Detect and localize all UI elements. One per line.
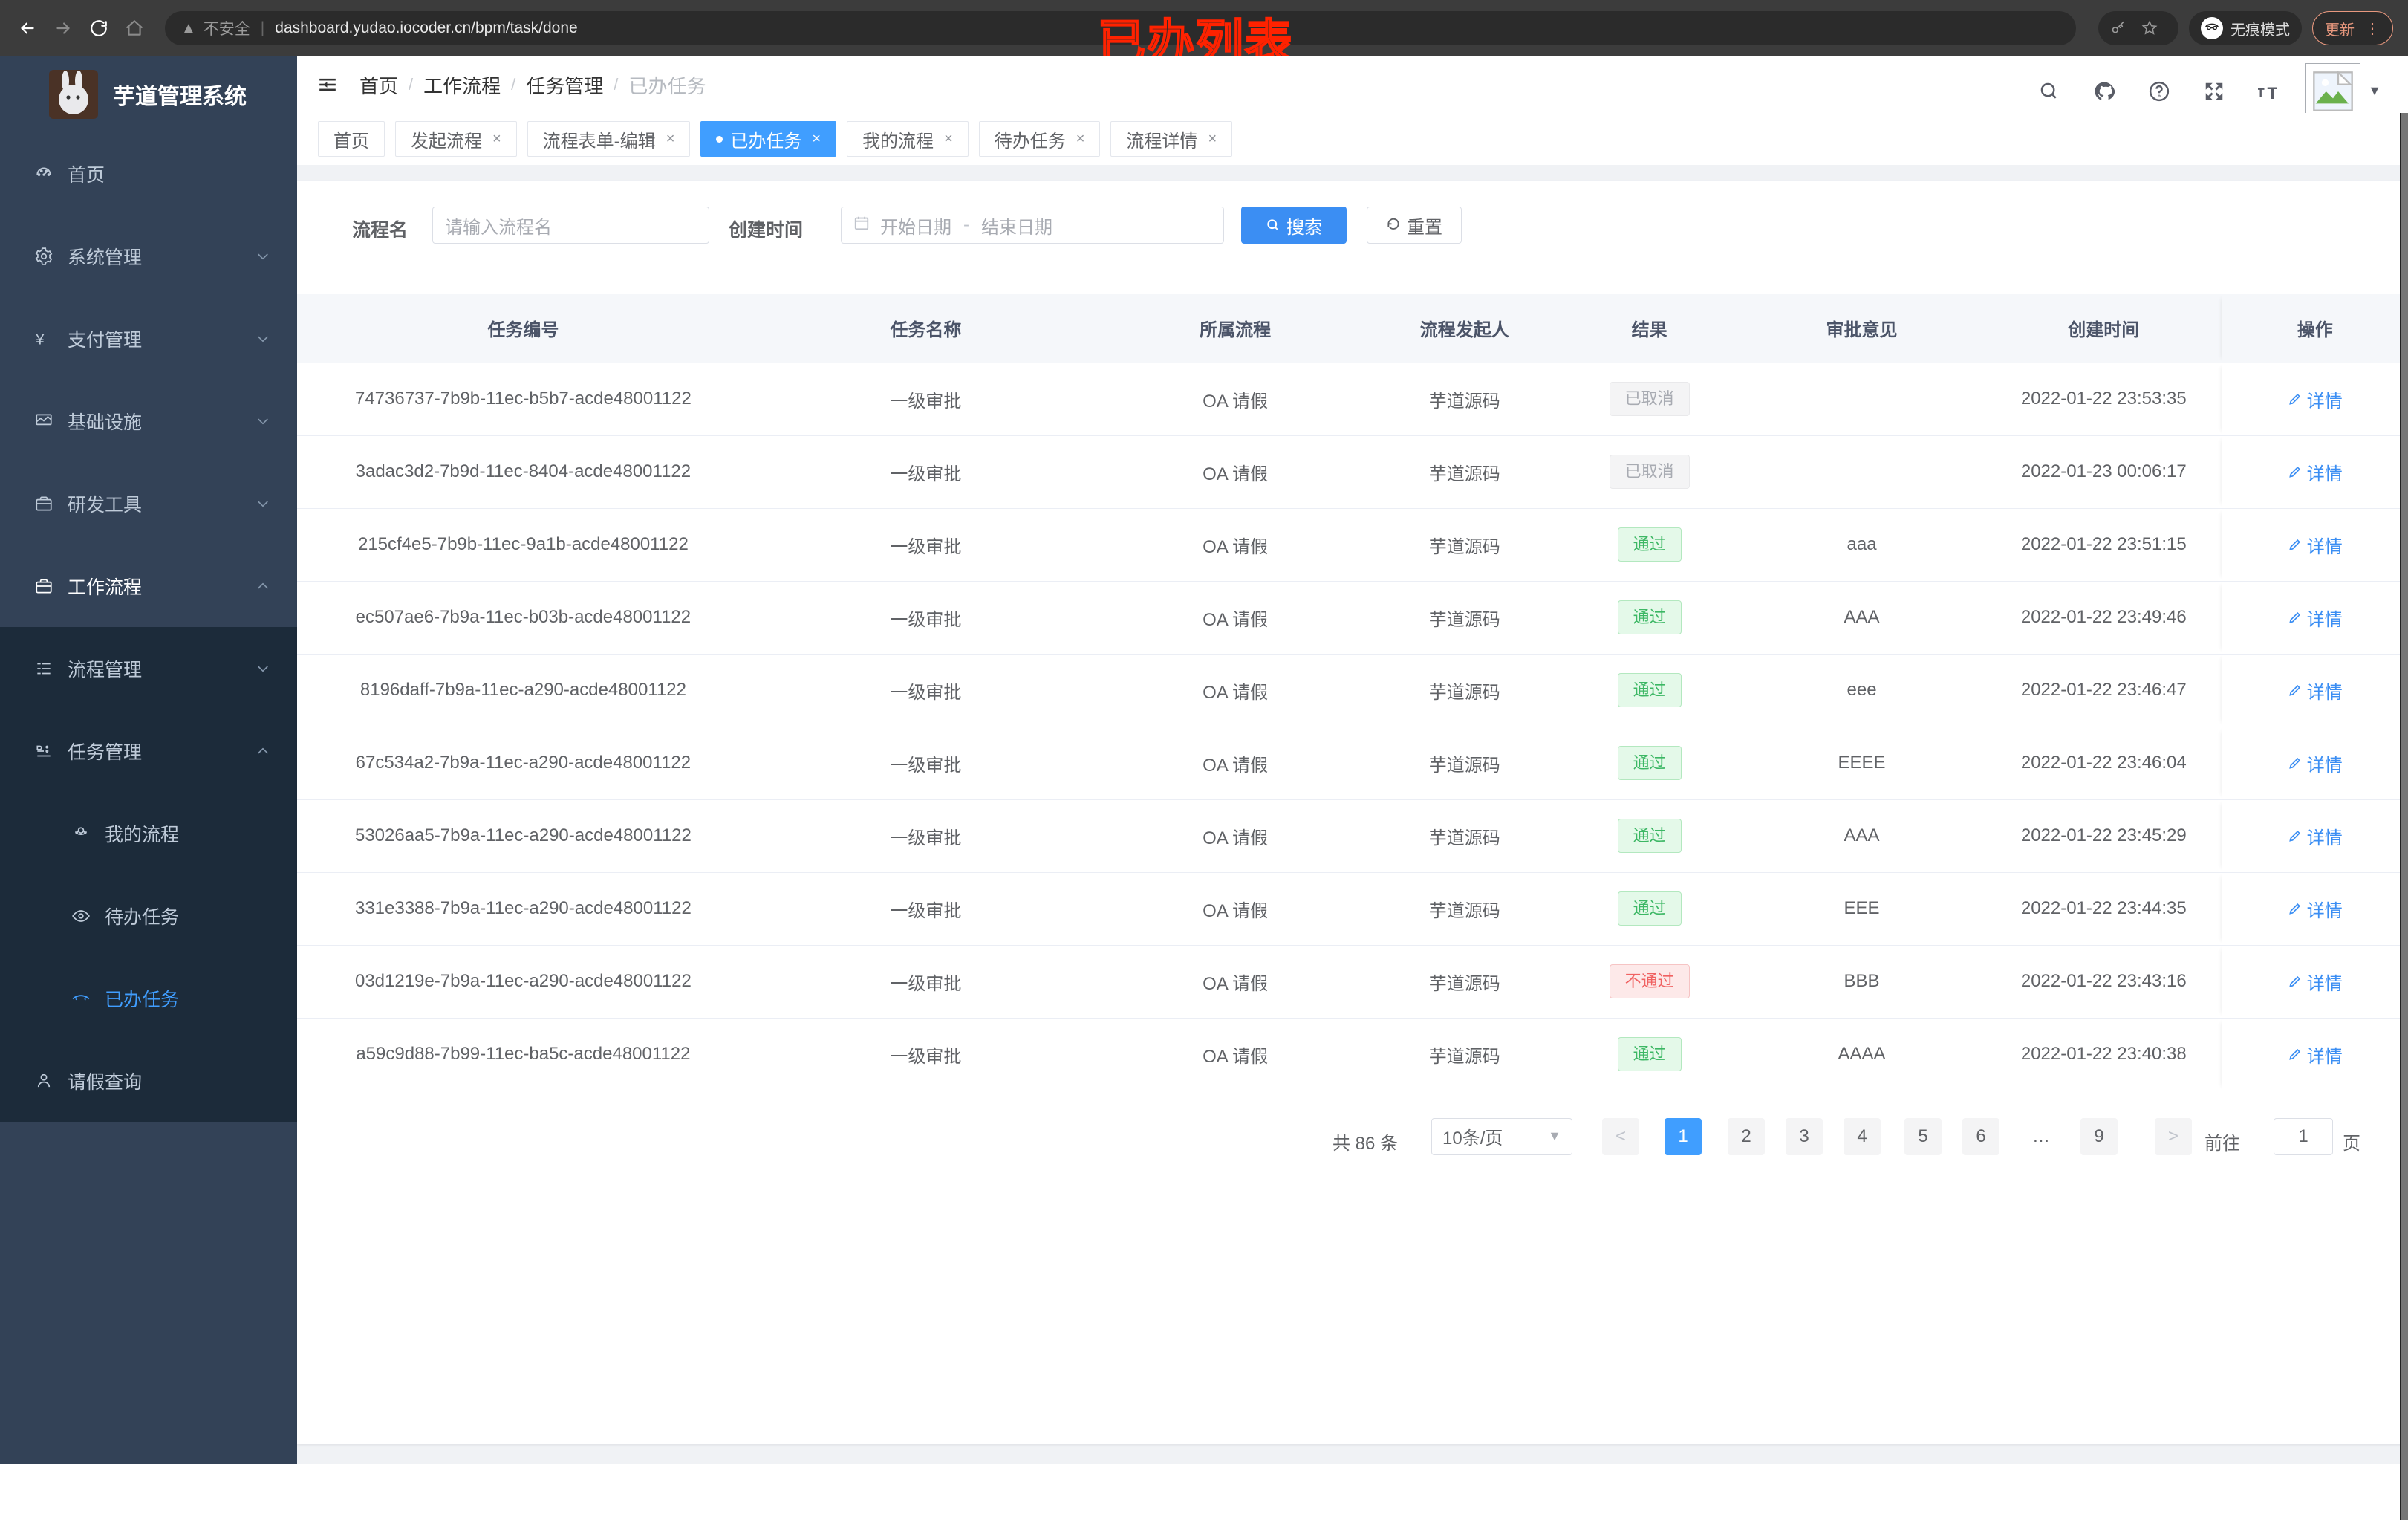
svg-text:¥: ¥ bbox=[35, 331, 45, 348]
svg-text:T: T bbox=[2258, 86, 2265, 100]
svg-text:T: T bbox=[2268, 84, 2278, 103]
